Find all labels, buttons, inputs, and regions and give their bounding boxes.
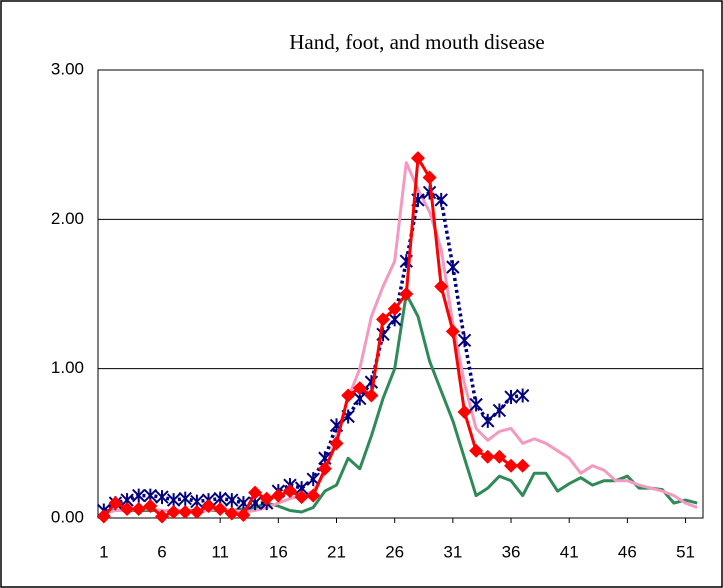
x-tick-label: 46 xyxy=(618,542,637,561)
diamond-marker xyxy=(341,388,356,403)
x-tick-label: 6 xyxy=(157,542,166,561)
diamond-marker xyxy=(154,509,169,524)
diamond-marker xyxy=(422,170,437,185)
x-tick-label: 36 xyxy=(502,542,521,561)
y-tick-label: 2.00 xyxy=(51,209,84,228)
diamond-marker xyxy=(224,506,239,521)
x-tick-label: 11 xyxy=(211,542,229,561)
diamond-marker xyxy=(131,502,146,517)
asterisk-marker xyxy=(515,388,530,403)
asterisk-marker xyxy=(457,333,472,348)
diamond-marker xyxy=(317,461,332,476)
chart-title: Hand, foot, and mouth disease xyxy=(289,30,544,54)
diamond-marker xyxy=(248,485,263,500)
asterisk-marker xyxy=(132,488,146,503)
diamond-marker xyxy=(376,312,391,327)
diamond-marker xyxy=(166,505,181,520)
diamond-marker xyxy=(457,404,472,419)
diamond-marker xyxy=(143,499,158,514)
x-tick-label: 31 xyxy=(443,542,462,561)
x-tick-label: 51 xyxy=(676,542,695,561)
diamond-marker xyxy=(213,502,228,517)
x-tick-label: 16 xyxy=(269,542,288,561)
diamond-marker xyxy=(120,502,135,517)
y-tick-label: 3.00 xyxy=(51,59,84,78)
diamond-marker xyxy=(492,449,507,464)
diamond-marker xyxy=(364,388,379,403)
x-tick-label: 1 xyxy=(99,542,108,561)
diamond-marker xyxy=(329,436,344,451)
x-tick-label: 26 xyxy=(385,542,404,561)
diamond-marker xyxy=(96,509,111,524)
diamond-marker xyxy=(306,488,321,503)
asterisk-marker xyxy=(178,491,192,506)
asterisk-marker xyxy=(446,260,460,275)
asterisk-marker xyxy=(434,192,448,207)
diamond-marker xyxy=(504,458,519,473)
asterisk-marker xyxy=(155,490,169,505)
diamond-marker xyxy=(259,491,274,506)
asterisk-marker xyxy=(492,403,507,418)
y-tick-label: 0.00 xyxy=(51,507,84,526)
asterisk-marker xyxy=(504,390,518,405)
diamond-marker xyxy=(108,496,123,511)
diamond-marker xyxy=(480,449,495,464)
asterisk-marker xyxy=(469,397,483,412)
asterisk-marker xyxy=(481,413,495,428)
x-tick-label: 21 xyxy=(327,542,346,561)
diamond-marker xyxy=(201,499,216,514)
diamond-marker xyxy=(445,324,460,339)
diamond-marker xyxy=(189,505,204,520)
diamond-marker xyxy=(515,458,530,473)
diamond-marker xyxy=(352,381,367,396)
diamond-marker xyxy=(469,443,484,458)
diamond-marker xyxy=(282,484,297,499)
asterisk-marker xyxy=(225,493,239,508)
diamond-marker xyxy=(236,508,251,523)
diamond-marker xyxy=(434,279,449,294)
y-tick-label: 1.00 xyxy=(51,358,84,377)
diamond-marker xyxy=(387,301,402,316)
diamond-marker xyxy=(271,488,286,503)
diamond-marker xyxy=(399,287,414,301)
diamond-marker xyxy=(410,151,425,166)
x-tick-label: 41 xyxy=(560,542,579,561)
asterisk-marker xyxy=(166,493,181,508)
diamond-marker xyxy=(294,490,309,505)
diamond-marker xyxy=(178,505,193,520)
